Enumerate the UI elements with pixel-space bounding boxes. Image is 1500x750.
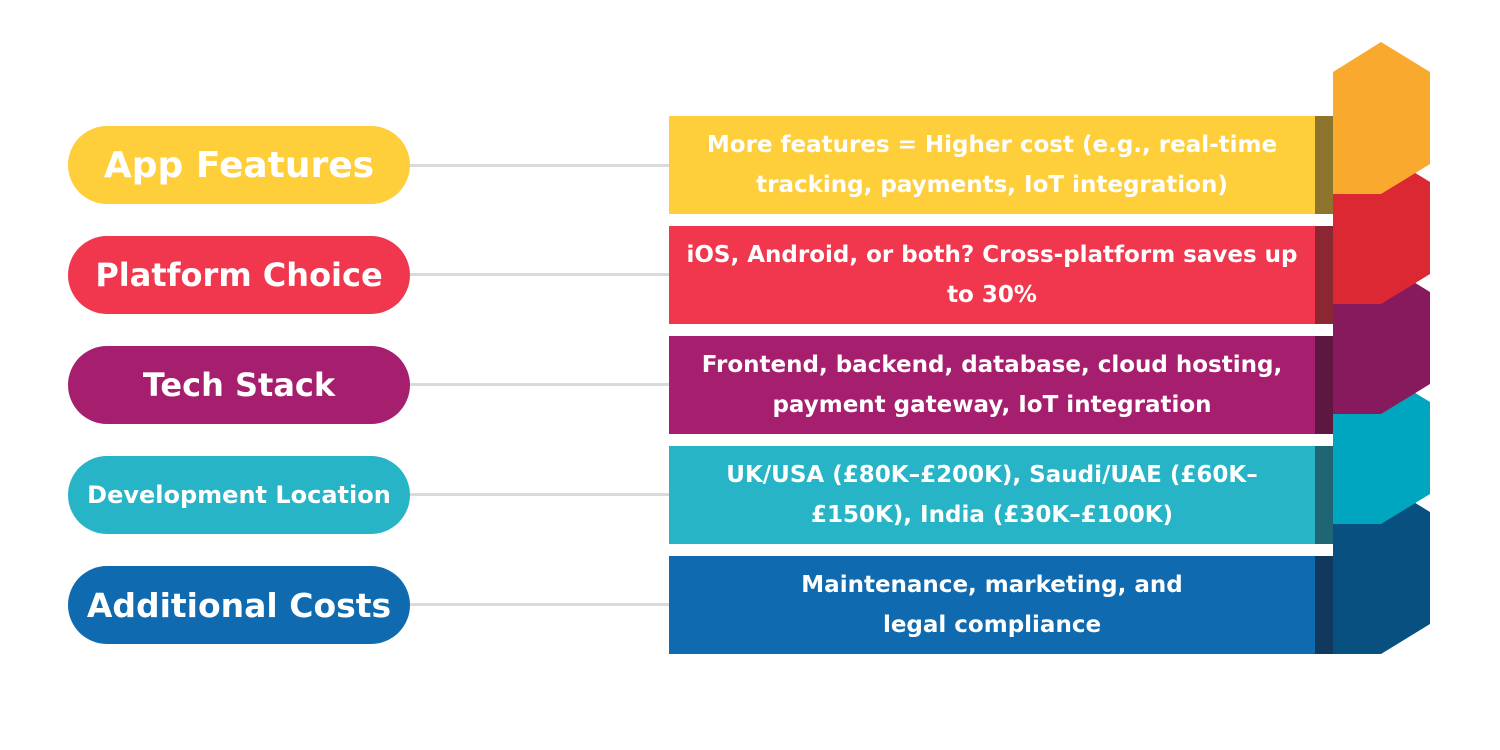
connector-line bbox=[410, 164, 670, 167]
connector-line bbox=[410, 383, 670, 386]
band-side-strip bbox=[1315, 446, 1333, 544]
band-side-strip bbox=[1315, 116, 1333, 214]
band-side-strip bbox=[1315, 226, 1333, 324]
band-text: iOS, Android, or both? Cross-platform sa… bbox=[686, 242, 1298, 308]
pill-additional-costs: Additional Costs bbox=[68, 566, 410, 644]
pill-label: Development Location bbox=[87, 481, 391, 509]
band-side-strip bbox=[1315, 336, 1333, 434]
pill-label: Additional Costs bbox=[86, 585, 392, 625]
band-text: Maintenance, marketing, and legal compli… bbox=[801, 572, 1183, 638]
pill-label: App Features bbox=[103, 144, 375, 186]
pill-development-location: Development Location bbox=[68, 456, 410, 534]
band-text: More features = Higher cost (e.g., real-… bbox=[706, 132, 1278, 198]
pill-label: Tech Stack bbox=[142, 366, 336, 404]
connector-line bbox=[410, 603, 670, 606]
band-additional-costs: Maintenance, marketing, and legal compli… bbox=[669, 556, 1315, 654]
band-text: UK/USA (£80K–£200K), Saudi/UAE (£60K–£15… bbox=[726, 462, 1258, 528]
band-tech-stack: Frontend, backend, database, cloud hosti… bbox=[669, 336, 1315, 434]
connector-line bbox=[410, 493, 670, 496]
band-app-features: More features = Higher cost (e.g., real-… bbox=[669, 116, 1315, 214]
band-platform-choice: iOS, Android, or both? Cross-platform sa… bbox=[669, 226, 1315, 324]
band-text: Frontend, backend, database, cloud hosti… bbox=[701, 352, 1283, 418]
pill-app-features: App Features bbox=[68, 126, 410, 204]
band-side-strip bbox=[1315, 556, 1333, 654]
band-development-location: UK/USA (£80K–£200K), Saudi/UAE (£60K–£15… bbox=[669, 446, 1315, 544]
pill-platform-choice: Platform Choice bbox=[68, 236, 410, 314]
hexagon-additional-costs bbox=[1333, 482, 1430, 654]
hexagon-app-features bbox=[1333, 42, 1430, 194]
connector-line bbox=[410, 273, 670, 276]
pill-tech-stack: Tech Stack bbox=[68, 346, 410, 424]
pill-label: Platform Choice bbox=[95, 256, 383, 294]
